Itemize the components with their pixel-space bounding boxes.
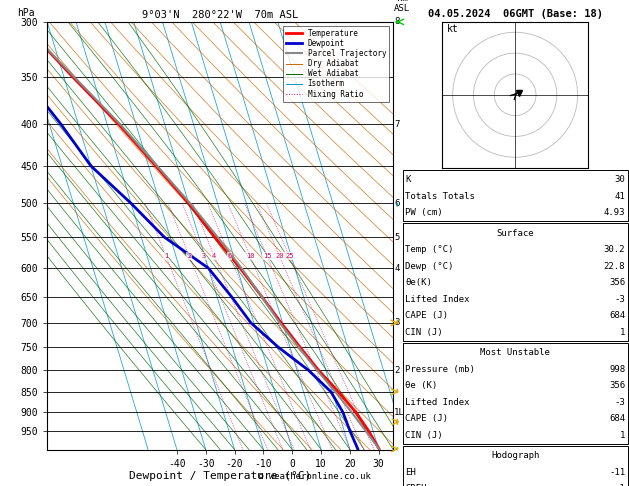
Text: 1: 1 xyxy=(620,431,625,440)
Text: 6: 6 xyxy=(228,253,231,259)
Text: 20: 20 xyxy=(275,253,284,259)
Text: 684: 684 xyxy=(609,311,625,320)
Text: Lifted Index: Lifted Index xyxy=(405,295,470,304)
Text: -11: -11 xyxy=(609,468,625,477)
Text: PW (cm): PW (cm) xyxy=(405,208,443,217)
Text: 5: 5 xyxy=(394,233,399,242)
Text: SREH: SREH xyxy=(405,484,426,486)
Text: Lifted Index: Lifted Index xyxy=(405,398,470,407)
Title: 9°03'N  280°22'W  70m ASL: 9°03'N 280°22'W 70m ASL xyxy=(142,10,298,20)
X-axis label: Dewpoint / Temperature (°C): Dewpoint / Temperature (°C) xyxy=(129,471,311,481)
Text: 2: 2 xyxy=(187,253,191,259)
Text: 8: 8 xyxy=(394,17,399,26)
Text: CIN (J): CIN (J) xyxy=(405,431,443,440)
Text: Hodograph: Hodograph xyxy=(491,451,539,460)
Text: 4: 4 xyxy=(394,263,399,273)
Text: θe (K): θe (K) xyxy=(405,381,437,390)
Text: 1LCL: 1LCL xyxy=(394,408,416,417)
Text: 356: 356 xyxy=(609,381,625,390)
Text: Totals Totals: Totals Totals xyxy=(405,191,475,201)
Text: 30.2: 30.2 xyxy=(604,245,625,254)
Text: 356: 356 xyxy=(609,278,625,287)
Text: Pressure (mb): Pressure (mb) xyxy=(405,364,475,374)
Text: Most Unstable: Most Unstable xyxy=(480,348,550,357)
Text: 4: 4 xyxy=(212,253,216,259)
Text: 41: 41 xyxy=(615,191,625,201)
Text: 998: 998 xyxy=(609,364,625,374)
Text: 04.05.2024  06GMT (Base: 18): 04.05.2024 06GMT (Base: 18) xyxy=(428,9,603,19)
Text: © weatheronline.co.uk: © weatheronline.co.uk xyxy=(258,472,371,481)
Text: 3: 3 xyxy=(394,318,399,328)
Text: 10: 10 xyxy=(246,253,254,259)
Legend: Temperature, Dewpoint, Parcel Trajectory, Dry Adiabat, Wet Adiabat, Isotherm, Mi: Temperature, Dewpoint, Parcel Trajectory… xyxy=(283,26,389,102)
Text: 2: 2 xyxy=(394,366,399,375)
Text: Mixing Ratio (g/kg): Mixing Ratio (g/kg) xyxy=(418,185,426,287)
Text: -3: -3 xyxy=(615,398,625,407)
Text: 25: 25 xyxy=(285,253,294,259)
Text: 30: 30 xyxy=(615,175,625,184)
Text: kt: kt xyxy=(447,24,458,35)
Text: Surface: Surface xyxy=(496,228,534,238)
Text: CAPE (J): CAPE (J) xyxy=(405,414,448,423)
Text: km
ASL: km ASL xyxy=(394,0,410,13)
Text: -3: -3 xyxy=(615,295,625,304)
Text: 4.93: 4.93 xyxy=(604,208,625,217)
Text: 6: 6 xyxy=(394,199,399,208)
Text: hPa: hPa xyxy=(18,8,35,17)
Text: EH: EH xyxy=(405,468,416,477)
Text: 7: 7 xyxy=(394,120,399,129)
Text: CAPE (J): CAPE (J) xyxy=(405,311,448,320)
Text: 3: 3 xyxy=(201,253,206,259)
Text: 1: 1 xyxy=(164,253,168,259)
Text: 1: 1 xyxy=(620,328,625,337)
Text: -1: -1 xyxy=(615,484,625,486)
Text: Dewp (°C): Dewp (°C) xyxy=(405,261,454,271)
Text: CIN (J): CIN (J) xyxy=(405,328,443,337)
Text: 684: 684 xyxy=(609,414,625,423)
Text: Temp (°C): Temp (°C) xyxy=(405,245,454,254)
Text: K: K xyxy=(405,175,411,184)
Text: 15: 15 xyxy=(263,253,271,259)
Text: 22.8: 22.8 xyxy=(604,261,625,271)
Text: θe(K): θe(K) xyxy=(405,278,432,287)
